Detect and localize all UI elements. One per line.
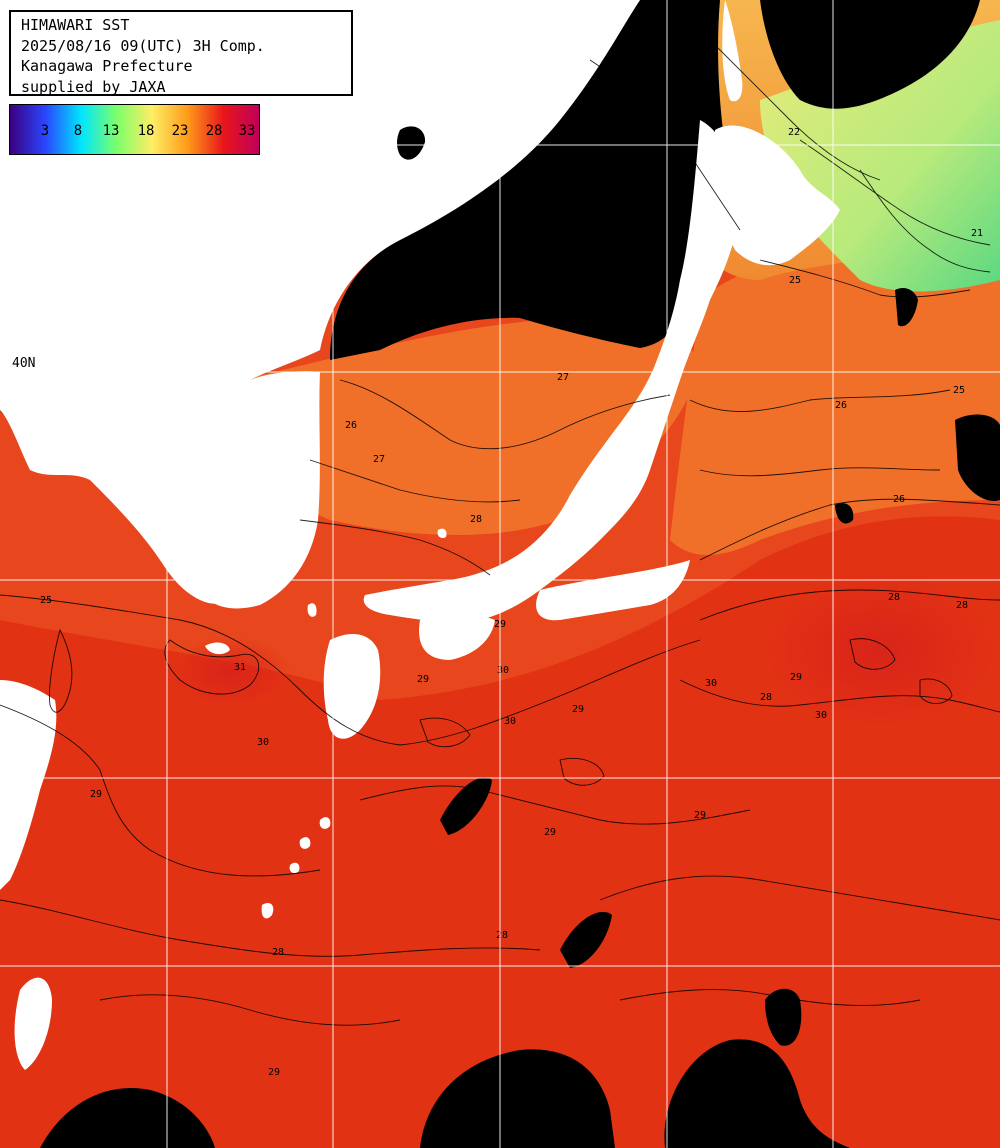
- land-tsushima: [307, 603, 317, 617]
- contour-label: 29: [417, 674, 429, 685]
- contour-label: 28: [888, 592, 900, 603]
- contour-label: 25: [40, 595, 52, 606]
- land-taiwan: [14, 977, 53, 1070]
- land-sakhalin: [722, 0, 743, 102]
- contour-label: 30: [815, 710, 827, 721]
- land-ryukyu-chain: [289, 817, 331, 874]
- contour-label: 26: [835, 400, 847, 411]
- contour-label: 29: [694, 810, 706, 821]
- legend-tick-label: 8: [74, 123, 82, 139]
- contour-label: 25: [789, 275, 801, 286]
- contour-label: 28: [496, 930, 508, 941]
- land-honshu: [363, 120, 741, 623]
- contour-labels: 25 26 27 27 28 29 29 30 30 30 30 30 31 29 29 29 28 28 29 29…: [40, 127, 983, 1078]
- cloud-south-center: [420, 1049, 615, 1148]
- contour-label: 27: [373, 454, 385, 465]
- land-sado: [639, 418, 652, 434]
- contour-label: 29: [268, 1067, 280, 1078]
- contour-label: 30: [504, 716, 516, 727]
- sea-hotspot: [760, 570, 1000, 730]
- legend-tick-label: 28: [206, 123, 223, 139]
- land-oki: [437, 528, 447, 539]
- contour-label: 29: [572, 704, 584, 715]
- cloud-east-spot: [835, 503, 854, 524]
- land-china-coast: [0, 680, 57, 890]
- credit-line: supplied by JAXA: [21, 77, 166, 96]
- organization-line: Kanagawa Prefecture: [21, 57, 193, 75]
- contour-label: 28: [272, 947, 284, 958]
- contour-lines: [0, 29, 1000, 1026]
- latitude-label: 40N: [12, 356, 35, 371]
- cloud-east-islands: [955, 414, 1000, 501]
- contour-label: 26: [345, 420, 357, 431]
- cloud-ryukyu: [440, 777, 492, 835]
- contour-label: 29: [790, 672, 802, 683]
- contour-label: 21: [971, 228, 983, 239]
- contour-label: 29: [544, 827, 556, 838]
- legend-bar: 3 8 13 18 23 28 33: [10, 105, 259, 154]
- legend-tick-label: 3: [41, 123, 49, 139]
- land-okinawa: [261, 903, 274, 919]
- cloud-far-east: [895, 288, 918, 327]
- cloud-south-west: [40, 1088, 215, 1148]
- contour-label: 27: [557, 372, 569, 383]
- land-izu-island: [659, 588, 669, 599]
- cloud-northeast: [760, 0, 980, 109]
- contour-label: 28: [760, 692, 772, 703]
- cloud-south-east: [664, 1039, 850, 1148]
- sea-hotspot: [170, 637, 290, 707]
- sea-east-mid: [670, 230, 1000, 555]
- land-hokkaido: [715, 125, 840, 266]
- land-kyushu: [323, 634, 381, 739]
- contour-label: 30: [705, 678, 717, 689]
- cloud-north: [330, 0, 731, 360]
- contour-label: 28: [956, 600, 968, 611]
- info-box: HIMAWARI SST 2025/08/16 09(UTC) 3H Comp.…: [9, 10, 353, 96]
- contour-label: 25: [953, 385, 965, 396]
- legend-tick-label: 23: [172, 123, 189, 139]
- contour-label: 30: [497, 665, 509, 676]
- legend-tick-label: 18: [138, 123, 155, 139]
- legend-tick-label: 33: [239, 123, 256, 139]
- contour-label: 31: [234, 662, 246, 673]
- contour-label: 30: [257, 737, 269, 748]
- land-jeju: [205, 642, 230, 655]
- land-korea: [205, 371, 320, 609]
- cloud-islet: [397, 126, 426, 160]
- contour-label: 29: [90, 789, 102, 800]
- contour-label: 26: [893, 494, 905, 505]
- land-honshu-pacific: [536, 560, 690, 621]
- timestamp-line: 2025/08/16 09(UTC) 3H Comp.: [21, 36, 265, 55]
- contour-label: 22: [788, 127, 800, 138]
- color-legend: 3 8 13 18 23 28 33: [9, 104, 260, 155]
- contour-label: 28: [470, 514, 482, 525]
- legend-tick-label: 13: [103, 123, 120, 139]
- cloud-southeast-patch: [765, 988, 802, 1046]
- title-line: HIMAWARI SST: [21, 16, 130, 34]
- land-shikoku: [419, 614, 495, 660]
- cloud-mid-south: [560, 911, 612, 968]
- land-small-island: [344, 703, 356, 717]
- legend-gradient: [10, 105, 259, 154]
